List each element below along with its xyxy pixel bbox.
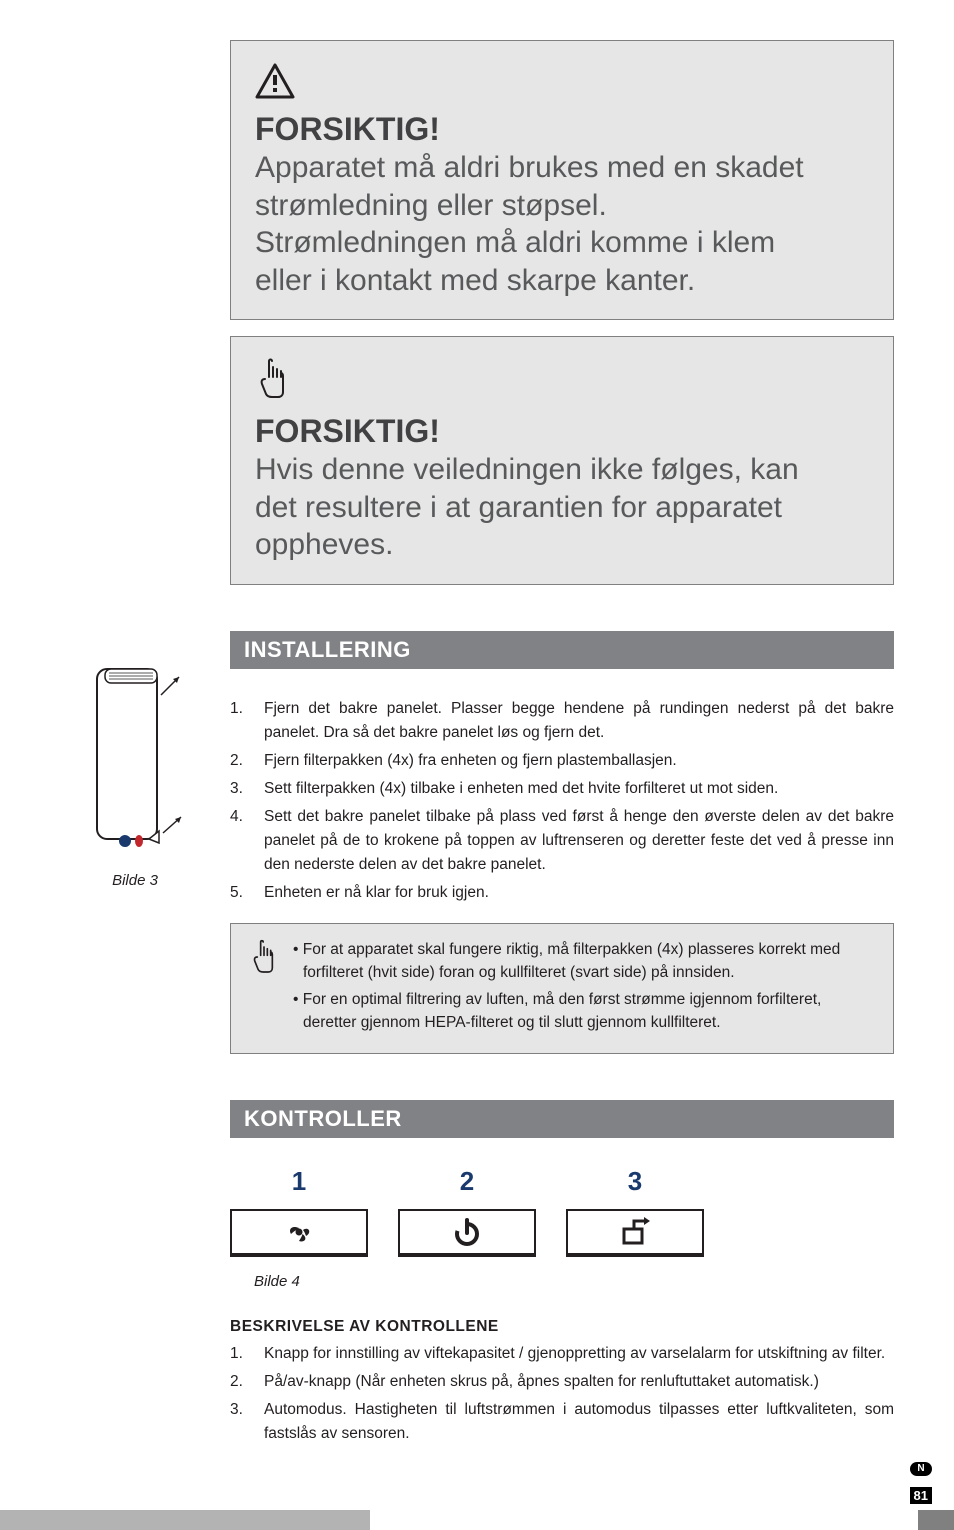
list-item: • For at apparatet skal fungere riktig, … — [293, 938, 875, 985]
auto-mode-icon — [618, 1217, 652, 1247]
section-heading-install: INSTALLERING — [230, 631, 894, 669]
list-item: 1.Knapp for innstilling av viftekapasite… — [230, 1342, 894, 1366]
power-button — [398, 1209, 536, 1257]
caution-box-2: FORSIKTIG! Hvis denne veiledningen ikke … — [230, 336, 894, 585]
list-item: 3.Automodus. Hastigheten til luftstrømme… — [230, 1398, 894, 1446]
footer-dark-corner — [918, 1510, 954, 1530]
language-badge: N — [910, 1462, 932, 1476]
fan-speed-button — [230, 1209, 368, 1257]
install-steps-list: 1.Fjern det bakre panelet. Plasser begge… — [230, 697, 894, 905]
caution-2-body: Hvis denne veiledningen ikke følges, kan… — [255, 453, 799, 561]
section-heading-controls: KONTROLLER — [230, 1100, 894, 1138]
device-side-illustration-icon — [75, 661, 195, 861]
list-item: 2.Fjern filterpakken (4x) fra enheten og… — [230, 749, 894, 773]
list-item: 3.Sett filterpakken (4x) tilbake i enhet… — [230, 777, 894, 801]
warning-triangle-icon — [255, 63, 295, 109]
footer-strip — [0, 1510, 370, 1530]
caution-1-content: FORSIKTIG! Apparatet må aldri brukes med… — [255, 109, 815, 300]
list-item: • For en optimal filtrering av luften, m… — [293, 988, 875, 1035]
list-item: 4.Sett det bakre panelet tilbake på plas… — [230, 805, 894, 877]
caution-2-title: FORSIKTIG! — [255, 413, 440, 449]
caution-1-body: Apparatet må aldri brukes med en skadet … — [255, 151, 804, 297]
list-item: 1.Fjern det bakre panelet. Plasser begge… — [230, 697, 894, 745]
control-number-2: 2 — [398, 1166, 536, 1197]
control-number-1: 1 — [230, 1166, 368, 1197]
caution-1-title: FORSIKTIG! — [255, 111, 440, 147]
list-item: 2.På/av-knapp (Når enheten skrus på, åpn… — [230, 1370, 894, 1394]
caution-2-content: FORSIKTIG! Hvis denne veiledningen ikke … — [255, 411, 815, 564]
hand-pointing-icon — [249, 938, 279, 981]
controls-body: 1 2 — [230, 1166, 894, 1446]
control-number-3: 3 — [566, 1166, 704, 1197]
power-icon — [451, 1216, 483, 1248]
figure-4-caption: Bilde 4 — [254, 1273, 894, 1290]
fan-icon — [282, 1215, 316, 1249]
list-item: 5.Enheten er nå klar for bruk igjen. — [230, 881, 894, 905]
hand-pointing-icon — [255, 357, 291, 411]
install-body: 1.Fjern det bakre panelet. Plasser begge… — [230, 697, 894, 1054]
install-notes-list: • For at apparatet skal fungere riktig, … — [293, 938, 875, 1039]
auto-mode-button — [566, 1209, 704, 1257]
figure-3-caption: Bilde 3 — [60, 872, 210, 889]
install-note-box: • For at apparatet skal fungere riktig, … — [230, 923, 894, 1054]
controls-description-list: 1.Knapp for innstilling av viftekapasite… — [230, 1342, 894, 1446]
figure-3: Bilde 3 — [60, 661, 210, 889]
controls-description-heading: BESKRIVELSE AV KONTROLLENE — [230, 1318, 894, 1336]
caution-box-1: FORSIKTIG! Apparatet må aldri brukes med… — [230, 40, 894, 320]
page-number: 81 — [910, 1487, 932, 1504]
controls-figure: 1 2 — [230, 1166, 894, 1257]
